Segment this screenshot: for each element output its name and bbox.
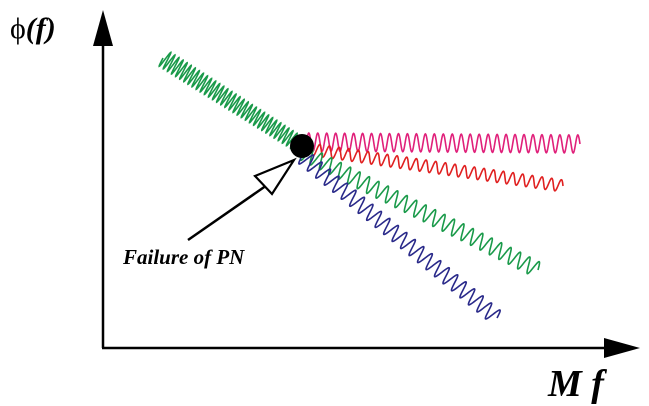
curve-green-upper [158,51,307,153]
curve-red [301,142,564,192]
y-axis-label-symbol: ϕ [10,12,26,45]
curve-magenta [301,132,581,154]
failure-annotation: Failure of PN [122,245,245,269]
y-axis-label-arg: (f) [26,12,56,45]
x-axis-label: M f [547,363,607,405]
y-axis-label: ϕ(f) [10,12,56,45]
curve-blue [298,154,501,320]
x-axis-arrowhead [604,338,640,358]
y-axis-arrowhead [93,10,113,46]
failure-point [290,134,314,158]
annotation-arrow-head [253,157,297,196]
annotation-arrow-shaft [187,181,271,242]
